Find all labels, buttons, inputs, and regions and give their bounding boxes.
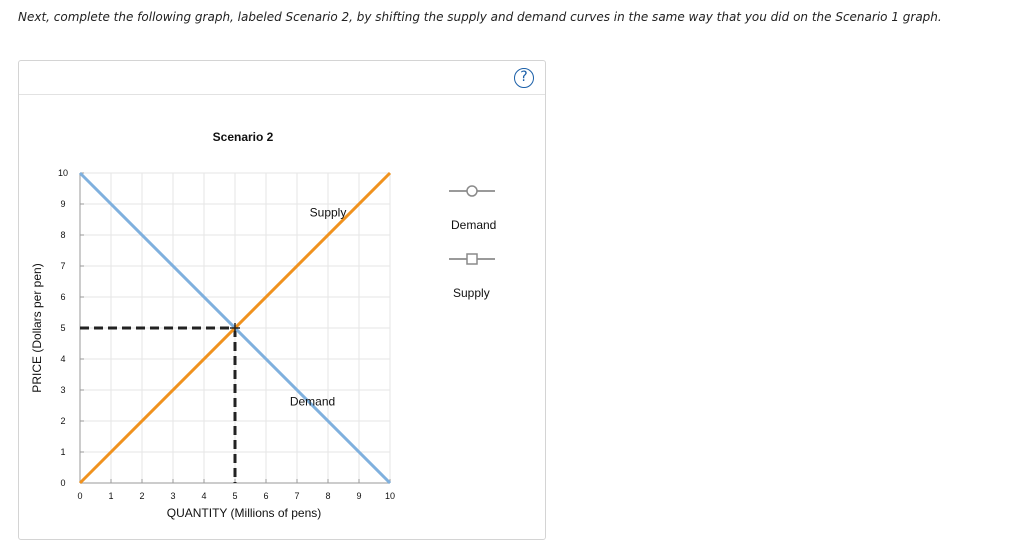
panel-header: ? [19,61,545,95]
x-tick-label-1: 1 [108,491,113,501]
y-tick-label-4: 4 [60,354,65,364]
x-tick-label-5: 5 [232,491,237,501]
y-tick-label-7: 7 [60,261,65,271]
x-tick-label-10: 10 [385,491,395,501]
x-tick-label-2: 2 [139,491,144,501]
square-marker-icon[interactable] [466,253,478,265]
graph-panel: ? 0 1 2 3 4 5 6 7 8 9 10 0 1 2 3 4 5 6 7 8 9 10 Scenario 2 QUAN… [18,60,546,540]
y-tick-label-10: 10 [58,168,68,178]
y-tick-label-0: 0 [60,478,65,488]
help-button[interactable]: ? [514,68,534,88]
chart-title: Scenario 2 [213,130,274,144]
x-tick-label-4: 4 [201,491,206,501]
curve-label-demand: Demand [290,395,335,409]
y-tick-label-8: 8 [60,230,65,240]
y-tick-label-5: 5 [60,323,65,333]
x-tick-label-7: 7 [294,491,299,501]
y-axis-label: PRICE (Dollars per pen) [30,263,44,392]
legend-label-demand: Demand [451,218,497,232]
y-tick-label-9: 9 [60,199,65,209]
scenario-2-chart[interactable]: 0 1 2 3 4 5 6 7 8 9 10 0 1 2 3 4 5 6 7 8 9 10 Scenario 2 QUANTI… [19,61,545,539]
y-tick-label-2: 2 [60,416,65,426]
legend-label-supply: Supply [453,286,490,300]
x-tick-label-9: 9 [356,491,361,501]
question-circle-icon: ? [520,69,528,85]
y-tick-label-6: 6 [60,292,65,302]
instructions-text: Next, complete the following graph, labe… [18,10,942,24]
x-tick-label-8: 8 [325,491,330,501]
x-tick-label-3: 3 [170,491,175,501]
x-tick-label-0: 0 [77,491,82,501]
y-tick-label-3: 3 [60,385,65,395]
y-tick-label-1: 1 [60,447,65,457]
curve-label-supply: Supply [310,205,347,219]
circle-marker-icon[interactable] [466,185,478,197]
x-axis-label: QUANTITY (Millions of pens) [167,506,321,520]
x-tick-label-6: 6 [263,491,268,501]
